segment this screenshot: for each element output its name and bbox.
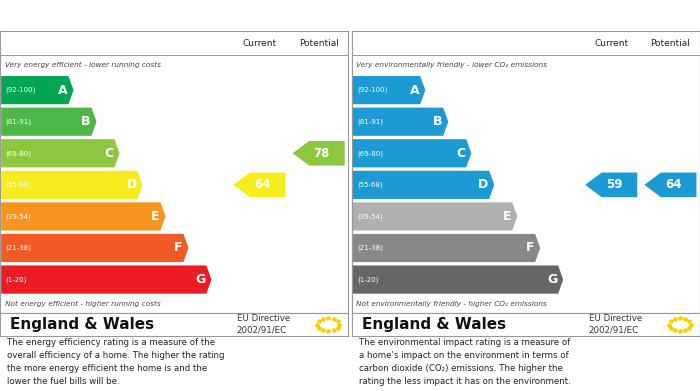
Polygon shape	[353, 108, 448, 136]
Text: (1-20): (1-20)	[358, 276, 379, 283]
Text: (21-38): (21-38)	[358, 245, 384, 251]
Text: D: D	[127, 178, 136, 191]
Polygon shape	[1, 139, 120, 167]
Polygon shape	[353, 234, 540, 262]
Text: (39-54): (39-54)	[6, 213, 32, 220]
Text: EU Directive
2002/91/EC: EU Directive 2002/91/EC	[237, 314, 290, 335]
Text: G: G	[195, 273, 206, 286]
Text: B: B	[81, 115, 91, 128]
Polygon shape	[1, 234, 188, 262]
Text: B: B	[433, 115, 442, 128]
Text: Environmental Impact (CO₂) Rating: Environmental Impact (CO₂) Rating	[360, 9, 622, 22]
Text: Potential: Potential	[650, 39, 690, 48]
Text: E: E	[151, 210, 160, 223]
Text: Potential: Potential	[299, 39, 339, 48]
Polygon shape	[1, 265, 211, 294]
Text: (69-80): (69-80)	[6, 150, 32, 156]
Polygon shape	[353, 202, 517, 231]
Text: E: E	[503, 210, 512, 223]
Text: (21-38): (21-38)	[6, 245, 32, 251]
Text: (81-91): (81-91)	[6, 118, 32, 125]
Text: Very energy efficient - lower running costs: Very energy efficient - lower running co…	[5, 62, 160, 68]
Text: (81-91): (81-91)	[358, 118, 384, 125]
Polygon shape	[644, 172, 696, 197]
Text: C: C	[456, 147, 466, 160]
Text: A: A	[58, 84, 68, 97]
Text: England & Wales: England & Wales	[362, 317, 506, 332]
Text: 78: 78	[314, 147, 330, 160]
Polygon shape	[1, 76, 74, 104]
Polygon shape	[1, 108, 97, 136]
Text: D: D	[478, 178, 489, 191]
Text: (1-20): (1-20)	[6, 276, 27, 283]
Text: A: A	[410, 84, 419, 97]
Text: (55-68): (55-68)	[6, 181, 32, 188]
Polygon shape	[293, 141, 344, 166]
Text: (55-68): (55-68)	[358, 181, 383, 188]
Text: (92-100): (92-100)	[358, 87, 388, 93]
Polygon shape	[585, 172, 637, 197]
Polygon shape	[1, 202, 165, 231]
Text: Energy Efficiency Rating: Energy Efficiency Rating	[8, 9, 192, 22]
Polygon shape	[353, 76, 426, 104]
Text: Very environmentally friendly - lower CO₂ emissions: Very environmentally friendly - lower CO…	[356, 62, 547, 68]
Polygon shape	[353, 171, 494, 199]
Text: (92-100): (92-100)	[6, 87, 36, 93]
Polygon shape	[1, 171, 143, 199]
Text: F: F	[526, 242, 535, 255]
Polygon shape	[233, 172, 286, 197]
Text: 64: 64	[665, 178, 682, 191]
Text: Not environmentally friendly - higher CO₂ emissions: Not environmentally friendly - higher CO…	[356, 301, 547, 307]
Text: England & Wales: England & Wales	[10, 317, 155, 332]
Text: F: F	[174, 242, 183, 255]
Text: EU Directive
2002/91/EC: EU Directive 2002/91/EC	[589, 314, 642, 335]
Text: The energy efficiency rating is a measure of the
overall efficiency of a home. T: The energy efficiency rating is a measur…	[7, 338, 225, 386]
Text: G: G	[547, 273, 557, 286]
Text: (39-54): (39-54)	[358, 213, 383, 220]
Text: The environmental impact rating is a measure of
a home's impact on the environme: The environmental impact rating is a mea…	[358, 338, 570, 386]
Text: C: C	[104, 147, 114, 160]
Text: (69-80): (69-80)	[358, 150, 384, 156]
Polygon shape	[353, 265, 564, 294]
Text: 64: 64	[254, 178, 271, 191]
Text: Current: Current	[594, 39, 629, 48]
Text: 59: 59	[606, 178, 622, 191]
Polygon shape	[353, 139, 471, 167]
Text: Not energy efficient - higher running costs: Not energy efficient - higher running co…	[5, 301, 160, 307]
Text: Current: Current	[242, 39, 276, 48]
